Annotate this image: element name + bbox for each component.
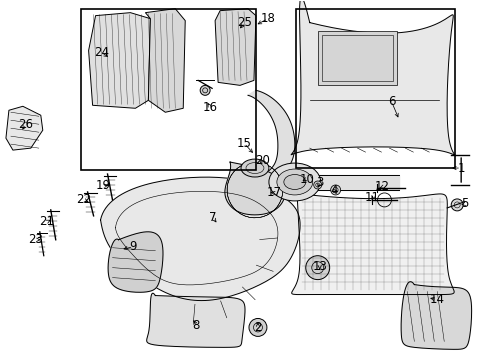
PathPatch shape (215, 9, 256, 85)
Polygon shape (108, 232, 163, 292)
Text: 11: 11 (365, 192, 380, 204)
Polygon shape (147, 293, 245, 347)
Text: 4: 4 (330, 184, 338, 197)
Text: 17: 17 (267, 186, 281, 199)
Circle shape (314, 181, 322, 189)
Text: 6: 6 (388, 95, 395, 108)
Text: 22: 22 (76, 193, 91, 206)
Ellipse shape (277, 169, 313, 195)
Bar (81, 9, 256, 170)
Ellipse shape (269, 163, 321, 201)
Text: 25: 25 (238, 16, 252, 29)
PathPatch shape (89, 13, 150, 108)
Text: 1: 1 (457, 162, 465, 175)
Polygon shape (225, 162, 285, 215)
Text: 18: 18 (261, 12, 275, 25)
Polygon shape (292, 185, 454, 294)
Text: 10: 10 (299, 172, 314, 185)
Text: 5: 5 (462, 197, 469, 210)
Text: 20: 20 (255, 154, 270, 167)
Text: 8: 8 (193, 319, 200, 332)
Polygon shape (248, 90, 295, 185)
Text: 7: 7 (209, 211, 217, 224)
Bar (296, 9, 455, 168)
Ellipse shape (241, 159, 269, 177)
Circle shape (331, 185, 341, 195)
Text: 13: 13 (312, 260, 327, 273)
PathPatch shape (6, 106, 43, 150)
Text: 24: 24 (94, 46, 109, 59)
Text: 26: 26 (18, 118, 33, 131)
Text: 19: 19 (96, 180, 111, 193)
Text: 9: 9 (130, 240, 137, 253)
Circle shape (306, 256, 330, 280)
Text: 21: 21 (39, 215, 54, 228)
Circle shape (451, 199, 463, 211)
Polygon shape (100, 177, 300, 301)
Bar (322, 35, 393, 81)
Text: 15: 15 (237, 137, 251, 150)
Text: 14: 14 (430, 293, 445, 306)
Polygon shape (291, 0, 456, 156)
Circle shape (249, 319, 267, 336)
Text: 3: 3 (316, 176, 323, 189)
Text: 2: 2 (254, 321, 262, 334)
Text: 23: 23 (28, 233, 43, 246)
Polygon shape (295, 175, 399, 190)
Polygon shape (401, 282, 471, 349)
Bar (318, 31, 397, 85)
Text: 12: 12 (375, 180, 390, 193)
Text: 16: 16 (203, 101, 218, 114)
PathPatch shape (146, 9, 185, 112)
Circle shape (200, 85, 210, 95)
Ellipse shape (284, 175, 306, 189)
